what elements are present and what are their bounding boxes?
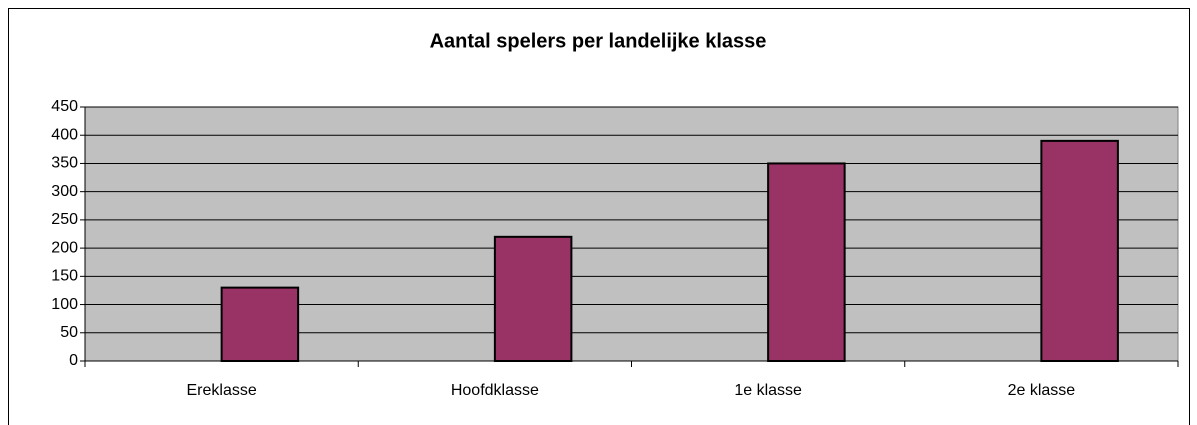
y-tick-label: 0	[69, 352, 78, 369]
y-tick-label: 300	[51, 183, 78, 200]
y-tick-label: 400	[51, 126, 78, 143]
bar	[220, 286, 300, 362]
y-tick-label: 250	[51, 211, 78, 228]
x-tick-label: 2e klasse	[1008, 382, 1076, 399]
y-tick-label: 200	[51, 239, 78, 256]
y-tick-label: 450	[51, 98, 78, 115]
x-tick-label: 1e klasse	[734, 382, 802, 399]
x-tick-label: Ereklasse	[187, 382, 257, 399]
bar	[1040, 139, 1119, 362]
bar	[767, 162, 846, 362]
x-tick-label: Hoofdklasse	[451, 382, 539, 399]
y-tick-label: 350	[51, 155, 78, 172]
y-tick-label: 50	[60, 324, 78, 341]
chart-title: Aantal spelers per landelijke klasse	[430, 30, 767, 52]
bar	[493, 235, 573, 362]
y-tick-label: 100	[51, 296, 78, 313]
y-tick-label: 150	[51, 268, 78, 285]
